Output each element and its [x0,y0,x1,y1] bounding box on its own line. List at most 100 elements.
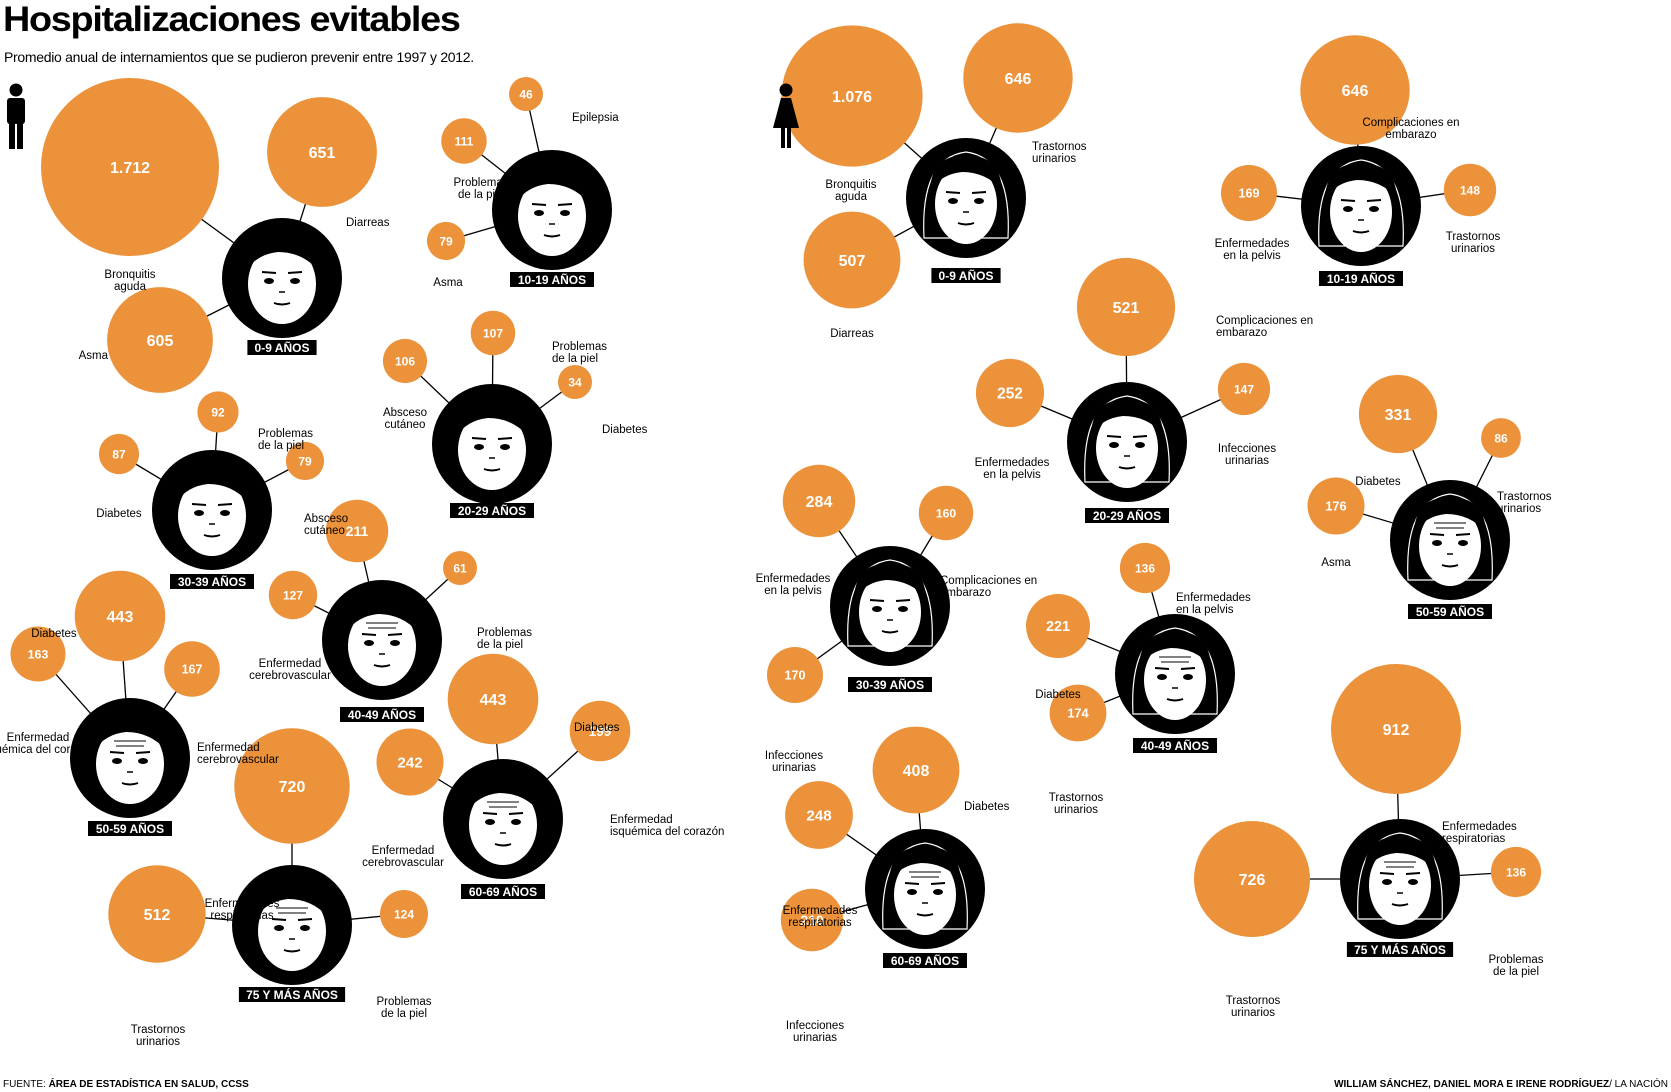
bubble [569,700,631,762]
cause-label: Diabetes [1035,689,1081,701]
hair [456,401,528,436]
left-eye [194,510,204,516]
right-eye [300,925,310,931]
bubble-value: 605 [147,333,174,350]
bubble-value: 284 [806,494,833,511]
left-eye [264,278,274,284]
wrinkles [1434,522,1466,529]
woman-face-icon [906,138,1026,258]
bubble [1194,821,1310,937]
age-tag-box [450,503,534,518]
bubble-value: 124 [394,907,414,921]
bubble [1331,664,1461,794]
mouth [1441,564,1459,568]
bubble-value: 86 [1494,431,1508,445]
bubble-value: 521 [1113,300,1140,317]
bubble [1076,257,1176,357]
face-skin [1369,845,1431,925]
age-label: 60-69 AÑOS [469,884,537,899]
bubble [1490,846,1542,898]
hair [516,167,588,202]
age-label: 20-29 AÑOS [1093,508,1161,523]
bubble [470,310,516,356]
bubble [1221,165,1277,221]
age-tag-box [1133,738,1217,753]
eyebrows [1106,435,1148,438]
mouth [483,468,501,472]
bubble-value: 106 [395,354,415,368]
right-eye [138,758,148,764]
face-skin [518,176,586,256]
bubble [767,647,823,703]
hair [1364,836,1436,871]
bubble [1481,418,1521,458]
woman-face-icon [1340,819,1460,939]
bubble [197,391,239,433]
cause-label: Asma [1321,557,1351,569]
mouth [1166,698,1184,702]
bubble-value: 163 [28,647,49,661]
cause-label: Diabetes [31,628,77,640]
hair [256,882,328,917]
face-skin [1096,408,1158,488]
bubble-value: 147 [1234,382,1254,396]
mouth [1391,903,1409,907]
man-face-icon [322,580,442,700]
eyebrows [261,271,303,274]
cause-label: Enfermedades respiratorias [205,898,280,922]
age-label: 20-29 AÑOS [458,503,526,518]
face-skin [469,785,537,865]
age-label: 50-59 AÑOS [96,821,164,836]
bubble-value: 79 [298,454,312,468]
hair [1091,399,1163,434]
man-icon [7,83,25,149]
cause-label: Enfermedad cerebrovascular [197,742,279,766]
bubble [443,551,477,585]
hair-outline [1132,627,1218,715]
cause-label: Problemas de la piel [258,428,313,452]
hair-outline [1357,832,1443,920]
mouth [1352,230,1370,234]
bubble-value: 1.712 [110,160,150,177]
bubble [1307,477,1365,535]
age-tag-box [1319,271,1403,286]
hair-outline [1318,159,1404,247]
left-eye [872,606,882,612]
cause-label: Epilepsia [572,112,619,124]
cause-label: Diabetes [377,592,423,604]
bubble [975,358,1045,428]
left-eye [485,819,495,825]
age-tag-box [340,707,424,722]
bubble-value: 507 [839,253,866,270]
bubble-value: 1.076 [832,89,872,106]
age-tag-box [247,340,317,355]
cause-label: Problemas de la piel [1489,954,1544,978]
hair-outline [847,559,933,647]
age-label: 30-39 AÑOS [856,677,924,692]
left-eye [1382,879,1392,885]
bubble-value: 646 [1005,71,1032,88]
woman-face-icon [1067,382,1187,502]
age-label: 0-9 AÑOS [255,340,310,355]
left-eye [274,925,284,931]
age-label: 75 Y MÁS AÑOS [246,987,338,1002]
page-subtitle: Promedio anual de internamientos que se … [4,49,474,65]
bubble [10,626,66,682]
page-title: Hospitalizaciones evitables [3,0,461,39]
bubble-value: 46 [519,87,533,101]
cause-label: Diabetes [96,508,142,520]
eyebrows [1379,872,1421,875]
face-skin [458,410,526,490]
eyebrows [109,751,151,754]
bubble-value: 167 [182,663,203,677]
age-label: 0-9 AÑOS [939,268,994,283]
bubble-value: 211 [346,523,369,539]
mouth [494,843,512,847]
mouth [121,782,139,786]
age-tag-box [931,268,1001,283]
bubble-value: 512 [144,907,171,924]
face-skin [1144,640,1206,720]
bubble [234,728,350,844]
age-tag-box [170,574,254,589]
